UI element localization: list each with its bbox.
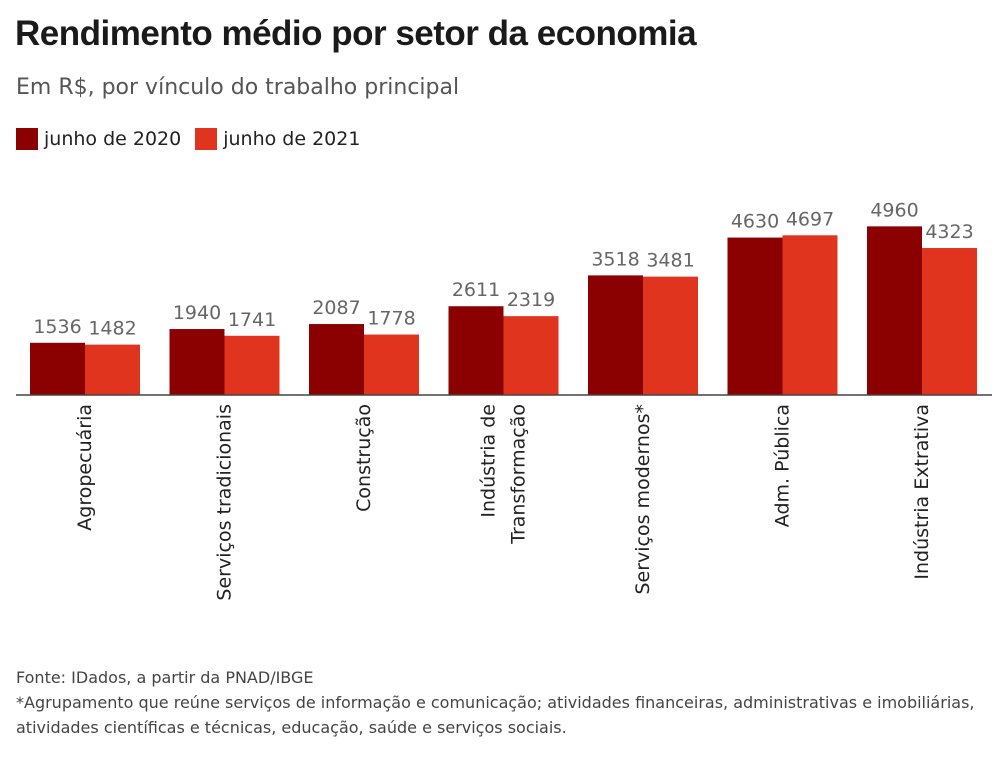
data-label-2021-0: 1482: [88, 318, 136, 340]
bar-2021-3: [503, 316, 559, 395]
bar-2020-2: [309, 324, 364, 395]
bar-chart: 1536 1482 Agropecuária 1940 1741 Serviços tra…: [16, 199, 992, 601]
data-label-2021-4: 3481: [646, 250, 694, 272]
footnote-line-2: atividades científicas e técnicas, educa…: [16, 718, 567, 737]
legend-swatch-2021: [195, 128, 218, 150]
legend: junho de 2020 junho de 2021: [16, 128, 374, 150]
data-label-2020-6: 4960: [870, 199, 918, 221]
category-label-2: Construção: [353, 404, 375, 512]
data-label-2020-2: 2087: [312, 297, 360, 319]
category-label-1: Serviços tradicionais: [214, 404, 236, 601]
bar-2021-1: [224, 335, 280, 395]
category-label-0: Agropecuária: [74, 404, 96, 531]
bar-2020-6: [867, 226, 922, 395]
source-note: Fonte: IDados, a partir da PNAD/IBGE: [16, 668, 314, 687]
category-label-3-line-0: Indústria de: [478, 404, 500, 518]
bar-2020-1: [169, 329, 225, 395]
bar-2020-4: [588, 275, 643, 395]
bar-2021-4: [643, 276, 698, 395]
category-label-4: Serviços modernos*: [632, 404, 654, 595]
data-label-2021-5: 4697: [786, 208, 834, 230]
footnote: *Agrupamento que reúne serviços de infor…: [16, 690, 974, 740]
legend-label-2021: junho de 2021: [223, 128, 361, 150]
bar-2020-0: [30, 342, 85, 395]
data-label-2021-6: 4323: [925, 221, 973, 243]
chart-subtitle: Em R$, por vínculo do trabalho principal: [16, 75, 460, 100]
legend-item-2020: junho de 2020: [16, 128, 181, 150]
footnote-line-1: *Agrupamento que reúne serviços de infor…: [16, 693, 975, 712]
data-label-2020-1: 1940: [173, 302, 221, 324]
bar-2021-6: [922, 248, 977, 395]
chart-title: Rendimento médio por setor da economia: [15, 14, 697, 53]
data-label-2021-1: 1741: [228, 309, 276, 331]
bar-2020-3: [448, 306, 504, 395]
data-label-2020-5: 4630: [731, 211, 779, 233]
legend-label-2020: junho de 2020: [44, 128, 182, 150]
data-label-2020-3: 2611: [452, 279, 500, 301]
data-label-2021-3: 2319: [507, 289, 555, 311]
bar-2021-2: [364, 334, 419, 395]
data-label-2020-0: 1536: [33, 316, 81, 338]
category-label-6: Indústria Extrativa: [911, 404, 933, 580]
bar-2021-5: [782, 235, 838, 395]
category-label-5: Adm. Pública: [772, 404, 794, 527]
data-label-2020-4: 3518: [591, 248, 639, 270]
bar-2020-5: [727, 237, 783, 395]
data-label-2021-2: 1778: [367, 308, 415, 330]
legend-item-2021: junho de 2021: [195, 128, 360, 150]
category-label-3-line-1: Transformação: [508, 404, 530, 545]
legend-swatch-2020: [16, 128, 38, 150]
bar-2021-0: [85, 344, 140, 395]
